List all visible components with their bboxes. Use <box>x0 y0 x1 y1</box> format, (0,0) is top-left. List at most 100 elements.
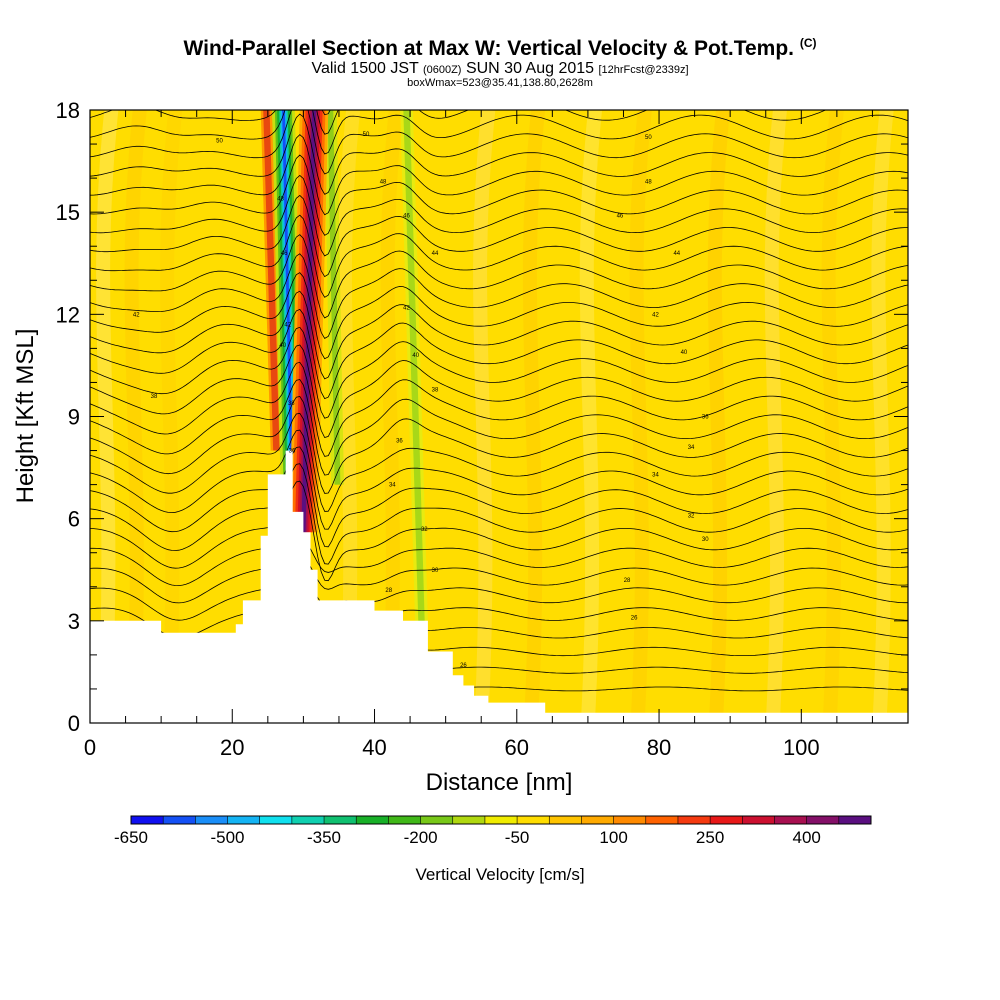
colorbar-swatch <box>517 816 550 824</box>
colorbar-swatch <box>581 816 614 824</box>
contour-label: 42 <box>133 312 140 318</box>
theta-contour <box>90 480 908 582</box>
theta-contour <box>90 344 908 438</box>
colorbar-swatch <box>484 816 518 824</box>
contour-label: 32 <box>688 513 695 519</box>
theta-contour <box>90 0 908 77</box>
y-tick-label: 6 <box>68 507 80 532</box>
field-streak <box>522 110 546 723</box>
x-axis-title: Distance [nm] <box>426 769 573 796</box>
velocity-field <box>90 110 908 723</box>
colorbar-swatch <box>710 816 743 824</box>
contour-label: 42 <box>652 312 659 318</box>
theta-contour <box>90 174 908 257</box>
box-info: boxWmax=523@35.41,138.80,2628m <box>407 77 593 89</box>
colorbar-label: -350 <box>307 828 341 847</box>
contour-label: 46 <box>617 214 624 220</box>
terrain <box>90 450 908 723</box>
contour-label: 28 <box>385 588 392 594</box>
contour-label: 48 <box>277 197 284 203</box>
field-streak <box>707 110 731 723</box>
colorbar-swatch <box>420 816 454 824</box>
contour-label: 30 <box>432 568 439 574</box>
field-streak <box>629 110 652 723</box>
theta-contour <box>90 234 908 319</box>
contour-label: 38 <box>151 394 158 400</box>
x-tick-label: 0 <box>84 735 96 760</box>
theta-contour <box>90 379 908 476</box>
field-streak <box>96 110 119 723</box>
x-tick-label: 80 <box>647 735 671 760</box>
theta-contour <box>90 194 908 278</box>
theta-contour <box>321 110 331 116</box>
forecast-info: [12hrFcst@2339z] <box>598 64 689 76</box>
colorbar-frame <box>130 815 872 825</box>
colorbar-swatch <box>452 816 486 824</box>
terrain-mask <box>90 450 908 723</box>
theta-contour <box>90 308 908 400</box>
copyright-mark: (C) <box>799 36 817 50</box>
field-streak <box>821 110 844 723</box>
theta-contour <box>90 290 908 380</box>
updraft-band-weak <box>263 110 280 451</box>
contour-label: 48 <box>645 180 652 186</box>
colorbar-swatch <box>838 816 872 824</box>
colorbar: -650 -500 -350 -200 -50 100 250 400 <box>114 815 872 847</box>
colorbar-swatch <box>163 816 196 824</box>
contour-label: 38 <box>432 387 439 393</box>
theta-contour <box>90 134 908 216</box>
x-tick-label: 40 <box>362 735 386 760</box>
colorbar-swatch <box>356 816 389 824</box>
contour-label: 44 <box>673 251 680 257</box>
theta-contour <box>90 396 908 494</box>
colorbar-swatch <box>677 816 711 824</box>
contour-label: 26 <box>460 663 467 669</box>
colorbar-swatch <box>742 816 775 824</box>
colorbar-title: Vertical Velocity [cm/s] <box>415 865 584 884</box>
valid-time-line: Valid 1500 JST (0600Z) SUN 30 Aug 2015 [… <box>0 60 1000 78</box>
contour-label: 42 <box>284 323 291 329</box>
contour-label: 48 <box>380 180 387 186</box>
theta-contour <box>90 361 908 457</box>
contour-label: 46 <box>281 251 288 257</box>
contour-label: 40 <box>279 343 286 349</box>
colorbar-swatch <box>131 816 164 824</box>
colorbar-label: 250 <box>696 828 724 847</box>
contour-label: 38 <box>288 401 295 407</box>
field-streak <box>579 110 602 723</box>
colorbar-label: -650 <box>114 828 148 847</box>
theta-contour <box>90 113 908 195</box>
theta-contour <box>90 429 908 530</box>
contour-label: 30 <box>702 537 709 543</box>
contour-label: 50 <box>363 132 370 138</box>
colorbar-swatch <box>259 816 293 824</box>
colorbar-swatch <box>291 816 325 824</box>
theta-contour <box>90 572 908 621</box>
contour-label: 34 <box>688 445 695 451</box>
theta-contour <box>90 253 908 339</box>
theta-contour <box>90 214 908 298</box>
theta-contour <box>90 412 908 512</box>
colorbar-swatch <box>549 816 582 824</box>
colorbar-label: -200 <box>404 828 438 847</box>
y-tick-label: 15 <box>56 200 80 225</box>
x-tick-label: 20 <box>220 735 244 760</box>
y-axis-title: Height [Kft MSL] <box>12 329 39 504</box>
x-tick-label: 100 <box>783 735 820 760</box>
theta-contour <box>90 326 908 419</box>
title-text: Wind-Parallel Section at Max W: Vertical… <box>183 37 794 60</box>
theta-contour <box>90 535 908 587</box>
updraft-band <box>301 110 317 533</box>
contour-label: 40 <box>681 350 688 356</box>
field-streak <box>160 110 183 723</box>
colorbar-swatch <box>388 816 421 824</box>
valid-date: SUN 30 Aug 2015 <box>465 60 595 77</box>
contour-label: 28 <box>624 578 631 584</box>
colorbar-swatch <box>227 816 260 824</box>
contour-label: 36 <box>289 449 296 455</box>
colorbar-label: -500 <box>210 828 244 847</box>
theta-contour <box>90 154 908 236</box>
contour-label: 34 <box>389 483 396 489</box>
